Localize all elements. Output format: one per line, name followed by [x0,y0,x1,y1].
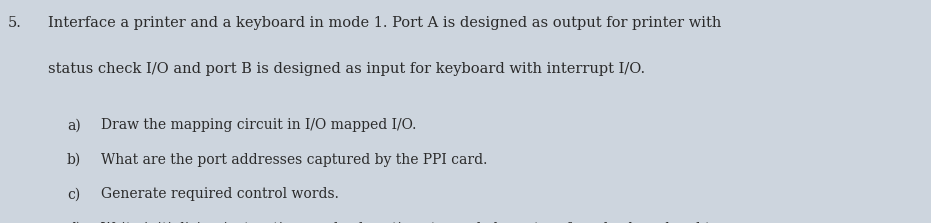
Text: a): a) [67,118,81,132]
Text: Generate required control words.: Generate required control words. [101,187,339,201]
Text: Interface a printer and a keyboard in mode 1. Port A is designed as output for p: Interface a printer and a keyboard in mo… [48,16,722,30]
Text: d): d) [67,222,81,223]
Text: Write initializing instructions and subroutines to read characters from keyboard: Write initializing instructions and subr… [101,222,719,223]
Text: 5.: 5. [7,16,21,30]
Text: Draw the mapping circuit in I/O mapped I/O.: Draw the mapping circuit in I/O mapped I… [101,118,416,132]
Text: c): c) [67,187,80,201]
Text: What are the port addresses captured by the PPI card.: What are the port addresses captured by … [101,153,487,167]
Text: b): b) [67,153,81,167]
Text: status check I/O and port B is designed as input for keyboard with interrupt I/O: status check I/O and port B is designed … [48,62,645,76]
